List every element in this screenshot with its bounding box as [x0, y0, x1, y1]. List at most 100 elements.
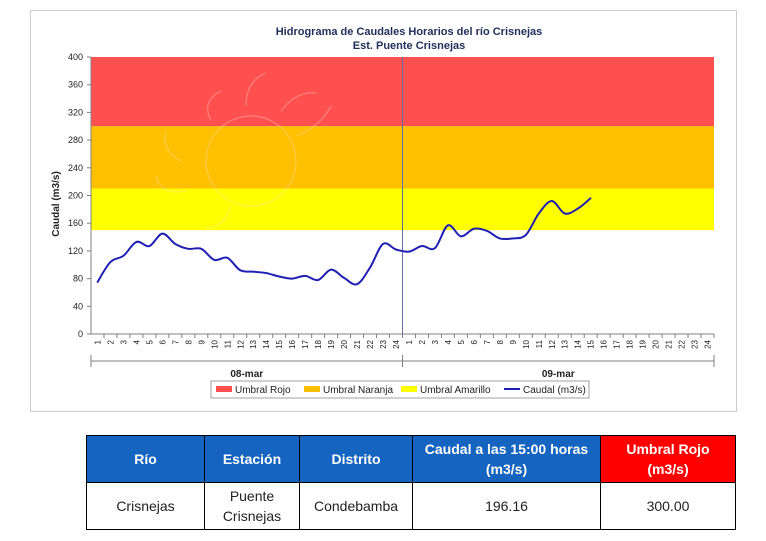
- x-tick-label: 7: [171, 339, 180, 344]
- x-tick-label: 17: [301, 339, 310, 348]
- x-tick-label: 9: [197, 339, 206, 344]
- x-tick-label: 21: [665, 339, 674, 348]
- data-point: [278, 275, 280, 278]
- x-tick-label: 1: [93, 339, 102, 344]
- header-estacion: Estación: [204, 435, 300, 483]
- x-tick-label: 10: [522, 339, 531, 348]
- data-point: [460, 235, 462, 238]
- data-point: [550, 200, 553, 202]
- x-axis-ticks: 1 2 3 4 5 6 7 8 9 10 11 12 13 14 15 16 17 18 19 20 21 22 23 24 1…: [93, 334, 715, 349]
- data-point: [486, 230, 488, 232]
- data-point: [512, 237, 514, 240]
- data-point: [252, 270, 255, 273]
- y-tick-label: 280: [68, 135, 83, 145]
- legend-box: [210, 380, 590, 399]
- x-tick-label: 16: [288, 339, 297, 348]
- cell-caudal: 196.16: [412, 482, 601, 530]
- data-point: [537, 212, 540, 215]
- x-tick-label: 14: [262, 339, 271, 348]
- legend-swatch: [401, 386, 417, 392]
- x-tick-label: 24: [392, 339, 401, 348]
- y-tick-label: 240: [68, 163, 83, 173]
- x-tick-label: 13: [561, 339, 570, 348]
- x-tick-label: 22: [678, 339, 687, 348]
- day-label: 08-mar: [230, 369, 263, 380]
- data-point: [226, 257, 229, 259]
- header-distrito: Distrito: [299, 435, 413, 483]
- data-point: [330, 268, 332, 271]
- data-point: [408, 250, 410, 253]
- x-tick-label: 23: [379, 339, 388, 348]
- chart-title: Hidrograma de Caudales Horarios del río …: [276, 26, 543, 38]
- data-point: [109, 261, 112, 263]
- x-tick-label: 9: [509, 339, 518, 344]
- y-axis-title: Caudal (m3/s): [51, 171, 62, 237]
- data-point: [265, 272, 268, 274]
- y-tick-label: 200: [68, 191, 83, 201]
- x-tick-label: 11: [535, 339, 544, 348]
- legend-item-label: Caudal (m3/s): [523, 385, 586, 396]
- data-point: [447, 224, 449, 227]
- station-info-table: Río Estación Distrito Caudal a las 15:00…: [86, 435, 736, 530]
- data-point: [499, 237, 501, 240]
- x-tick-label: 24: [704, 339, 713, 348]
- y-tick-label: 360: [68, 80, 83, 90]
- x-tick-label: 8: [184, 339, 193, 344]
- cell-estacion: Puente Crisnejas: [204, 482, 300, 530]
- x-tick-label: 12: [548, 339, 557, 348]
- data-point: [343, 277, 345, 279]
- table-row: Crisnejas Puente Crisnejas Condebamba 19…: [86, 482, 736, 530]
- x-tick-label: 7: [483, 339, 492, 344]
- x-tick-label: 15: [275, 339, 284, 348]
- cell-rio: Crisnejas: [86, 482, 205, 530]
- x-tick-label: 3: [119, 339, 128, 344]
- header-caudal: Caudal a las 15:00 horas (m3/s): [412, 435, 601, 483]
- data-point: [576, 207, 579, 210]
- hydrograph-chart: Hidrograma de Caudales Horarios del río …: [30, 10, 737, 412]
- x-tick-label: 22: [366, 339, 375, 348]
- data-point: [304, 275, 306, 277]
- x-tick-label: 2: [418, 339, 427, 344]
- legend: Umbral Rojo Umbral Naranja Umbral Amarillo…: [210, 380, 590, 399]
- y-tick-label: 80: [73, 274, 83, 284]
- data-point: [434, 247, 436, 249]
- x-tick-label: 2: [106, 339, 115, 344]
- data-point: [473, 227, 475, 230]
- data-point: [148, 245, 151, 247]
- series-layer: [96, 197, 592, 286]
- chart-canvas: Hidrograma de Caudales Horarios del río …: [51, 26, 715, 399]
- data-point: [161, 232, 164, 235]
- header-rio: Río: [86, 435, 205, 483]
- data-point: [589, 197, 592, 199]
- x-tick-label: 4: [444, 339, 453, 344]
- day-labels: 08-mar 09-mar: [230, 369, 574, 380]
- data-point: [563, 212, 566, 215]
- x-tick-label: 18: [314, 339, 323, 348]
- data-point: [317, 279, 319, 281]
- cell-distrito: Condebamba: [299, 482, 413, 530]
- x-tick-label: 4: [132, 339, 141, 344]
- data-point: [525, 234, 527, 236]
- y-tick-label: 320: [68, 107, 83, 117]
- table-header-row: Río Estación Distrito Caudal a las 15:00…: [86, 435, 736, 483]
- y-tick-label: 0: [78, 329, 83, 339]
- x-tick-label: 19: [327, 339, 336, 348]
- legend-swatch: [216, 386, 232, 392]
- data-point: [421, 245, 423, 247]
- x-tick-label: 1: [405, 339, 414, 344]
- sun-logo-watermark: [155, 72, 332, 230]
- x-tick-label: 12: [236, 339, 245, 348]
- legend-item-label: Umbral Rojo: [235, 385, 291, 396]
- x-tick-label: 17: [613, 339, 622, 348]
- x-tick-label: 23: [691, 339, 700, 348]
- data-point: [395, 248, 397, 251]
- x-tick-label: 3: [431, 339, 440, 344]
- y-tick-label: 400: [68, 52, 83, 62]
- data-point: [382, 243, 384, 245]
- data-point: [96, 281, 99, 283]
- legend-item-label: Umbral Amarillo: [420, 385, 491, 396]
- data-point: [174, 243, 177, 245]
- legend-swatch: [304, 386, 320, 392]
- data-point: [369, 266, 371, 269]
- legend-item-label: Umbral Naranja: [323, 385, 393, 396]
